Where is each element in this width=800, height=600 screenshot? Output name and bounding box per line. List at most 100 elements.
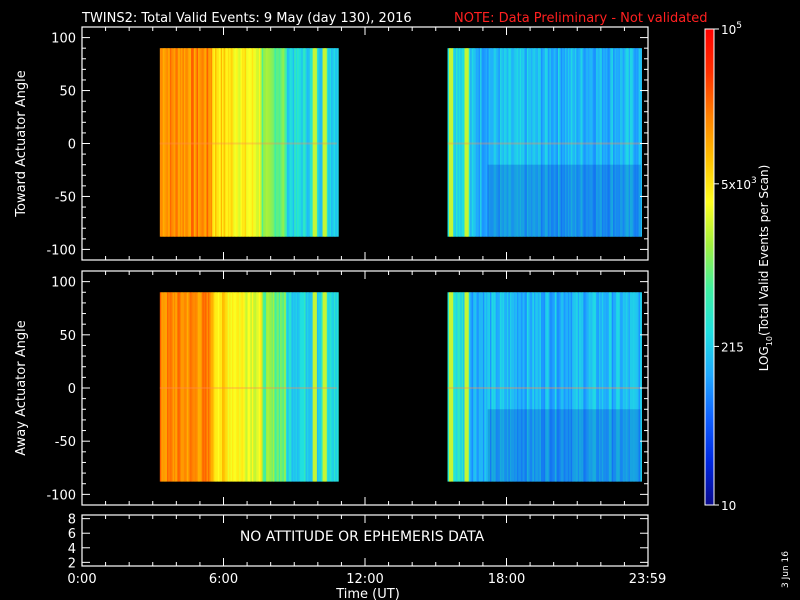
heatmap-column (229, 292, 232, 482)
heatmap-column (481, 48, 484, 237)
heatmap-column (231, 48, 234, 237)
heatmap-column (183, 48, 186, 237)
heatmap-column (604, 292, 607, 482)
heatmap-column (548, 292, 551, 482)
heatmap-column (593, 48, 596, 237)
time-axis: 0:00 6:00 12:00 18:00 23:59 (67, 572, 666, 587)
heatmap-column (254, 292, 257, 482)
heatmap-column (529, 292, 532, 482)
heatmap-column (502, 292, 505, 482)
heatmap-column (248, 48, 251, 237)
heatmap-column (457, 48, 460, 237)
heatmap-column (302, 292, 305, 482)
heatmap-column (533, 292, 536, 482)
heatmap-column (542, 48, 545, 237)
heatmap-column (586, 292, 589, 482)
heatmap-column (576, 292, 579, 482)
heatmap-column (325, 292, 328, 482)
heatmap-column (560, 48, 563, 237)
heatmap-column (552, 292, 555, 482)
heatmap-column (521, 292, 524, 482)
x-tick-label: 0:00 (67, 572, 96, 587)
heatmap-column (172, 292, 175, 482)
heatmap-column (207, 48, 210, 237)
x-tick-label: 23:59 (629, 572, 666, 587)
heatmap-column (176, 48, 179, 237)
heatmap-column (246, 48, 249, 237)
heatmap-column (175, 292, 178, 482)
heatmap-column (533, 48, 536, 237)
heatmap-column (254, 48, 257, 237)
heatmap-column (613, 292, 616, 482)
heatmap-column (548, 48, 551, 237)
heatmap-column (297, 48, 300, 237)
heatmap-column (230, 292, 233, 482)
x-tick-label: 18:00 (488, 572, 525, 587)
heatmap-column (512, 48, 515, 237)
heatmap-column (477, 292, 480, 482)
heatmap-column (564, 292, 567, 482)
heatmap-column (574, 292, 577, 482)
heatmap-column (190, 48, 193, 237)
heatmap-column (555, 48, 558, 237)
heatmap-column (562, 48, 565, 237)
heatmap-column (480, 292, 483, 482)
heatmap-column (314, 292, 317, 482)
heatmap-column (536, 292, 539, 482)
y-tick-label: 50 (59, 85, 76, 100)
heatmap-column (229, 48, 232, 237)
heatmap-column (516, 292, 519, 482)
heatmap-column (512, 292, 515, 482)
heatmap-column (460, 48, 463, 237)
heatmap-column (251, 48, 254, 237)
heatmap-column (277, 48, 280, 237)
heatmap-column (216, 292, 219, 482)
heatmap-column (453, 292, 456, 482)
heatmap-column (282, 48, 285, 237)
heatmap-column (321, 292, 324, 482)
heatmap-column (498, 292, 501, 482)
heatmap-column (543, 48, 546, 237)
heatmap-column (600, 292, 603, 482)
heatmap-column (176, 292, 179, 482)
heatmap-column (233, 292, 236, 482)
colorbar-tick-label: 215 (721, 340, 744, 354)
heatmap-column (295, 48, 298, 237)
heatmap-column (509, 48, 512, 237)
heatmap-column (607, 48, 610, 237)
heatmap-column (488, 292, 491, 482)
heatmap-column (590, 48, 593, 237)
colorbar-label: LOG10(Total Valid Events per Scan) (757, 165, 774, 372)
heatmap-column (241, 292, 244, 482)
heatmap-column (319, 48, 322, 237)
heatmap-column (538, 292, 541, 482)
heatmap-column (505, 48, 508, 237)
heatmap-column (553, 48, 556, 237)
heatmap-column (162, 292, 165, 482)
heatmap-column (463, 48, 466, 237)
heatmap-column (294, 292, 297, 482)
shade-region (487, 164, 641, 237)
heatmap-column (488, 48, 491, 237)
heatmap-column (617, 48, 620, 237)
heatmap-column (624, 292, 627, 482)
heatmap-column (581, 292, 584, 482)
heatmap-column (294, 48, 297, 237)
heatmap-column (632, 48, 635, 237)
heatmap-column (267, 48, 270, 237)
heatmap-column (315, 292, 318, 482)
heatmap-column (212, 292, 215, 482)
heatmap-column (241, 48, 244, 237)
heatmap-column (178, 48, 181, 237)
heatmap-column (309, 48, 312, 237)
heatmap-column (608, 48, 611, 237)
heatmap-column (621, 292, 624, 482)
heatmap-column (628, 48, 631, 237)
heatmap-column (326, 292, 329, 482)
no-data-message: NO ATTITUDE OR EPHEMERIS DATA (240, 529, 485, 545)
heatmap-column (623, 292, 626, 482)
heatmap-column (243, 48, 246, 237)
heatmap-column (471, 292, 474, 482)
heatmap-column (564, 48, 567, 237)
heatmap-column (248, 292, 251, 482)
